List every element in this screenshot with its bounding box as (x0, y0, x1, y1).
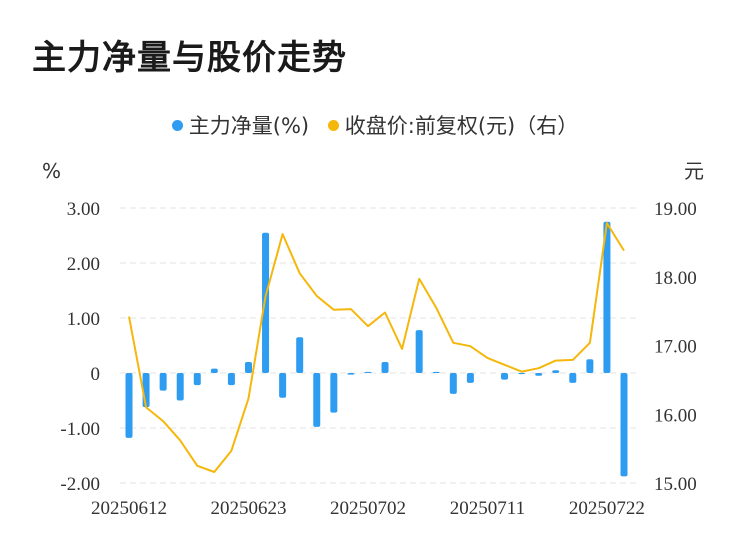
legend-label-close-price: 收盘价:前复权(元)（右） (344, 114, 579, 138)
net-volume-bar (279, 373, 287, 398)
legend-item-close-price[interactable]: 收盘价:前复权(元)（右） (327, 110, 579, 140)
net-volume-bar (466, 373, 474, 383)
net-volume-bar (313, 373, 321, 427)
chart-title: 主力净量与股价走势 (32, 38, 347, 78)
net-volume-bar (501, 373, 509, 380)
legend-dot-yellow (327, 119, 339, 131)
net-volume-bar (569, 373, 577, 383)
net-volume-bar (125, 373, 133, 438)
net-volume-bar (347, 373, 355, 375)
net-volume-bar (586, 359, 594, 373)
net-volume-bar (176, 373, 184, 401)
net-volume-bar (330, 373, 338, 413)
left-tick-label: 1.00 (67, 309, 100, 330)
net-volume-bar (159, 373, 167, 391)
net-volume-bar (535, 373, 543, 376)
net-volume-bar (603, 221, 611, 373)
right-tick-label: 17.00 (654, 337, 697, 358)
net-volume-bar (415, 330, 423, 373)
net-volume-bar (210, 368, 218, 373)
net-volume-bar (262, 232, 270, 373)
right-tick-label: 18.00 (654, 268, 697, 289)
legend-label-net-volume: 主力净量(%) (188, 114, 310, 138)
left-axis-unit: % (42, 159, 61, 183)
net-volume-bar (432, 371, 440, 373)
net-volume-bar (193, 373, 201, 386)
x-tick-label: 20250711 (450, 498, 525, 519)
net-volume-bars (125, 221, 628, 477)
net-volume-bar (381, 362, 389, 373)
net-volume-bar (227, 373, 235, 386)
x-tick-label: 20250612 (91, 498, 167, 519)
legend-item-net-volume[interactable]: 主力净量(%) (171, 110, 310, 140)
x-axis-ticks: 20250612 20250623 20250702 20250711 20250722 (91, 498, 645, 519)
net-volume-bar (296, 337, 304, 373)
right-tick-label: 19.00 (654, 199, 697, 220)
net-volume-bar (244, 362, 252, 373)
left-tick-label: -2.00 (60, 474, 100, 495)
grid-lines (120, 207, 640, 484)
left-tick-label: 2.00 (67, 254, 100, 275)
right-tick-label: 15.00 (654, 474, 697, 495)
net-volume-bar (518, 373, 526, 375)
left-tick-label: 0 (91, 364, 101, 385)
left-tick-label: 3.00 (67, 199, 100, 220)
x-tick-label: 20250702 (330, 498, 406, 519)
right-tick-label: 16.00 (654, 405, 697, 426)
net-volume-bar (449, 373, 457, 394)
x-tick-label: 20250623 (210, 498, 286, 519)
legend-dot-blue (171, 119, 183, 131)
net-volume-bar (620, 373, 628, 477)
left-tick-label: -1.00 (60, 419, 100, 440)
right-axis-unit: 元 (684, 159, 704, 183)
close-price-line (128, 222, 625, 473)
close-price-line-group (128, 222, 625, 473)
legend: 主力净量(%) 收盘价:前复权(元)（右） (0, 110, 750, 140)
net-volume-bar (552, 370, 560, 373)
x-tick-label: 20250722 (569, 498, 645, 519)
left-axis-ticks: 3.00 2.00 1.00 0 -1.00 -2.00 (60, 199, 100, 495)
right-axis-ticks: 19.00 18.00 17.00 16.00 15.00 (654, 199, 697, 495)
net-volume-bar (364, 371, 372, 373)
